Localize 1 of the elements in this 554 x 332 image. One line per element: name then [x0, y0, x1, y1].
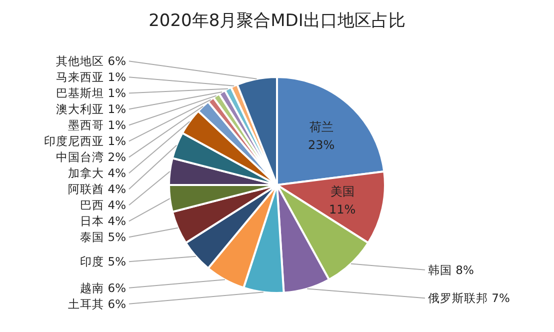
title: 2020年8月聚合MDI出口地区占比 — [148, 11, 406, 31]
